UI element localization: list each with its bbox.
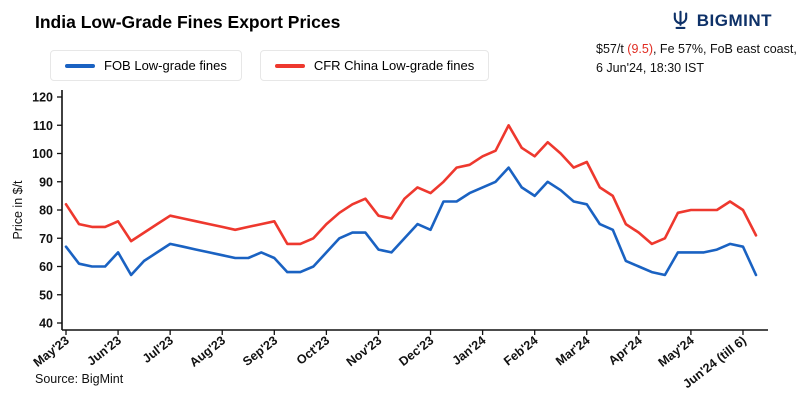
- y-tick-label: 90: [39, 175, 53, 189]
- trident-icon: [673, 10, 687, 29]
- brand-name: BIGMINT: [696, 10, 772, 30]
- legend-label-fob: FOB Low-grade fines: [104, 58, 227, 73]
- x-tick-label: Jun'23: [84, 333, 123, 368]
- y-tick-label: 50: [39, 288, 53, 302]
- x-tick-label: Jan'24: [450, 333, 489, 368]
- x-tick-label: Nov'23: [344, 333, 385, 369]
- x-tick-label: Aug'23: [187, 333, 228, 369]
- x-tick-label: Dec'23: [396, 333, 436, 369]
- x-tick-label: May'23: [31, 333, 72, 369]
- x-tick-label: Oct'23: [294, 333, 332, 367]
- y-tick-label: 80: [39, 204, 53, 218]
- y-tick-label: 110: [33, 119, 53, 133]
- bigmint-logo: BIGMINT: [670, 10, 772, 31]
- annotation-rest: , Fe 57%, FoB east coast,: [652, 42, 797, 56]
- y-tick-label: 60: [39, 260, 53, 274]
- series-line-cfr: [64, 124, 758, 246]
- legend-label-cfr: CFR China Low-grade fines: [313, 58, 475, 73]
- annotation-change: (9.5): [627, 42, 653, 56]
- y-tick-label: 100: [32, 147, 53, 161]
- page-title: India Low-Grade Fines Export Prices: [35, 12, 341, 32]
- legend-swatch-cfr: [274, 63, 305, 68]
- y-tick-label: 70: [39, 232, 53, 246]
- y-tick-label: 120: [32, 91, 53, 105]
- x-tick-label: Mar'24: [553, 333, 592, 368]
- annotation-price: $57/t: [596, 42, 628, 56]
- legend-swatch-fob: [65, 63, 95, 68]
- source-note: Source: BigMint: [35, 372, 124, 386]
- legend-item-cfr: CFR China Low-grade fines: [259, 50, 490, 81]
- x-tick-label: Feb'24: [501, 333, 540, 368]
- y-axis-label: Price in $/t: [11, 180, 25, 240]
- y-tick-label: 40: [39, 317, 53, 331]
- legend: FOB Low-grade fines CFR China Low-grade …: [50, 50, 490, 81]
- price-annotation: $57/t (9.5), Fe 57%, FoB east coast, 6 J…: [596, 40, 797, 79]
- x-tick-label: Apr'24: [606, 333, 645, 368]
- annotation-line1: $57/t (9.5), Fe 57%, FoB east coast,: [596, 40, 797, 59]
- x-tick-label: Sep'23: [240, 333, 280, 369]
- legend-item-fob: FOB Low-grade fines: [50, 50, 242, 81]
- x-tick-label: May'24: [656, 333, 697, 369]
- x-tick-label: Jul'23: [140, 333, 176, 366]
- series-line-fob: [64, 166, 758, 277]
- annotation-datetime: 6 Jun'24, 18:30 IST: [596, 61, 705, 76]
